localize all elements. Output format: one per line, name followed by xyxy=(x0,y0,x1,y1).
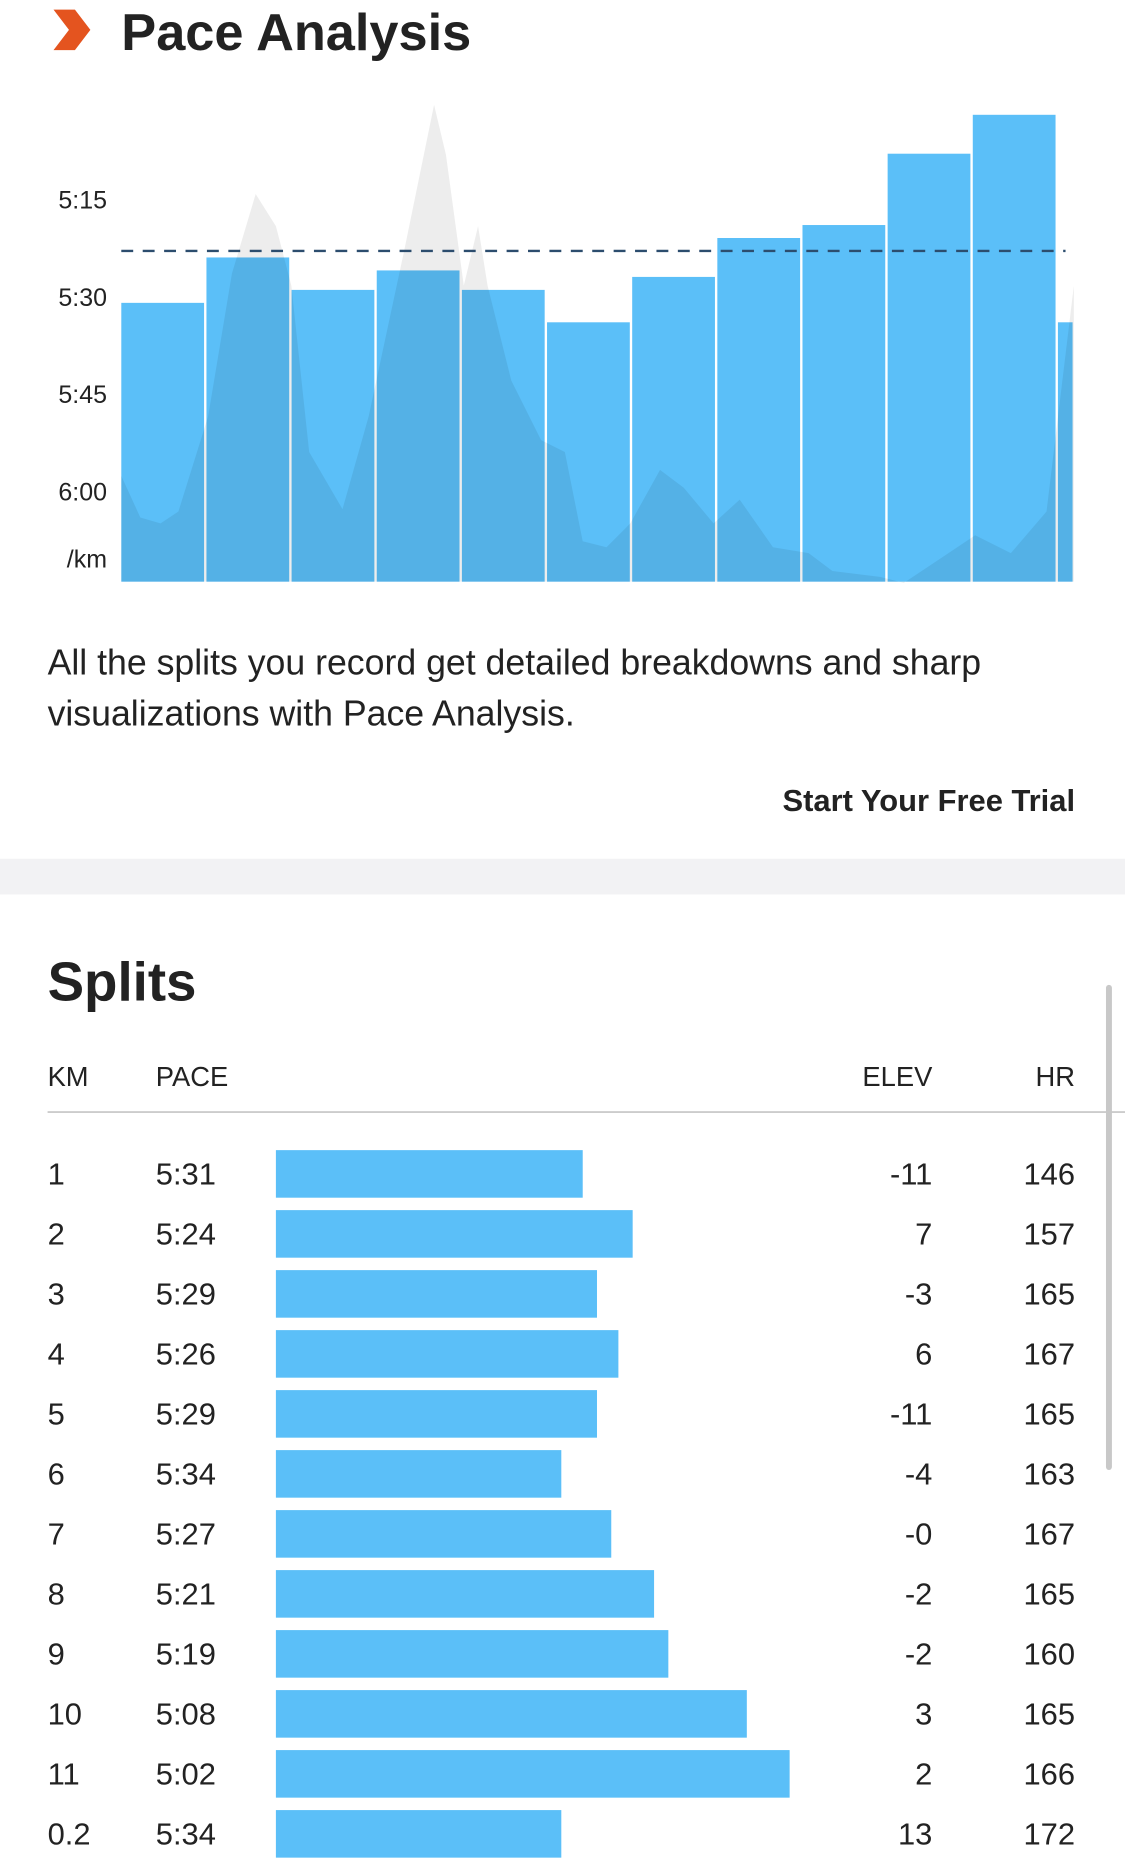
y-tick-label: 5:30 xyxy=(58,284,107,312)
column-header: ELEV xyxy=(862,1061,933,1092)
y-unit-label: /km xyxy=(67,545,107,573)
hr-cell: 165 xyxy=(1023,1397,1075,1432)
pace-bar xyxy=(275,1510,612,1558)
elev-cell: -11 xyxy=(890,1157,932,1192)
column-header: KM xyxy=(48,1061,89,1092)
pace-bar xyxy=(275,1150,583,1198)
elev-cell: 6 xyxy=(915,1337,932,1372)
pace-bar xyxy=(121,302,205,582)
hr-cell: 146 xyxy=(1023,1157,1075,1192)
splits-table: 1 5:31 -11 146 2 5:24 7 157 3 5:29 -3 165 4 5:26 6 167 5… xyxy=(48,1150,1075,1858)
km-cell: 5 xyxy=(48,1397,65,1432)
pace-cell: 5:02 xyxy=(156,1757,216,1792)
hr-cell: 157 xyxy=(1023,1217,1075,1252)
elev-cell: -2 xyxy=(905,1577,932,1612)
pace-cell: 5:24 xyxy=(156,1217,216,1252)
elevation-profile xyxy=(121,104,1074,583)
pace-cell: 5:29 xyxy=(156,1277,216,1312)
logo-chevron xyxy=(53,9,91,51)
pace-bar xyxy=(717,238,801,582)
pace-cell: 5:34 xyxy=(156,1457,216,1492)
hr-cell: 163 xyxy=(1023,1457,1075,1492)
pace-bar xyxy=(802,225,886,582)
hr-cell: 165 xyxy=(1023,1697,1075,1732)
pace-bar xyxy=(275,1210,633,1258)
y-tick-label: 6:00 xyxy=(58,478,107,506)
column-header: HR xyxy=(1036,1061,1075,1092)
km-cell: 3 xyxy=(48,1277,65,1312)
splits-title: Splits xyxy=(48,950,197,1012)
pace-bar xyxy=(275,1390,597,1438)
pace-bar xyxy=(887,153,971,582)
elev-cell: 13 xyxy=(898,1817,932,1852)
section-separator xyxy=(0,858,1125,895)
pace-bar xyxy=(275,1570,655,1618)
pace-bar xyxy=(291,289,375,582)
hr-cell: 165 xyxy=(1023,1577,1075,1612)
pace-bar xyxy=(547,322,630,582)
pace-bar xyxy=(461,289,545,582)
km-cell: 10 xyxy=(48,1697,82,1732)
pace-cell: 5:08 xyxy=(156,1697,216,1732)
pace-bar xyxy=(275,1810,562,1858)
hr-cell: 172 xyxy=(1023,1817,1075,1852)
km-cell: 8 xyxy=(48,1577,65,1612)
pace-bar xyxy=(275,1750,790,1798)
pace-chart: 5:15 5:30 5:45 6:00/km xyxy=(58,104,1074,583)
column-header: PACE xyxy=(156,1061,228,1092)
y-tick-label: 5:45 xyxy=(58,381,107,409)
pace-cell: 5:34 xyxy=(156,1817,216,1852)
pace-bar xyxy=(376,270,460,582)
elev-cell: 7 xyxy=(915,1217,932,1252)
pace-cell: 5:26 xyxy=(156,1337,216,1372)
elev-cell: -0 xyxy=(905,1517,932,1552)
hr-cell: 167 xyxy=(1023,1337,1075,1372)
hr-cell: 165 xyxy=(1023,1277,1075,1312)
pace-bar xyxy=(275,1450,562,1498)
y-tick-label: 5:15 xyxy=(58,187,107,215)
elev-cell: -4 xyxy=(905,1457,932,1492)
pace-cell: 5:31 xyxy=(156,1157,216,1192)
description-line: All the splits you record get detailed b… xyxy=(48,642,982,682)
km-cell: 9 xyxy=(48,1637,65,1672)
km-cell: 0.2 xyxy=(48,1817,91,1852)
km-cell: 1 xyxy=(48,1157,65,1192)
km-cell: 7 xyxy=(48,1517,65,1552)
elev-cell: -3 xyxy=(905,1277,932,1312)
pace-bar xyxy=(275,1270,597,1318)
km-cell: 2 xyxy=(48,1217,65,1252)
scrollbar xyxy=(1105,984,1112,1471)
pace-bar xyxy=(206,257,290,582)
hr-cell: 166 xyxy=(1023,1757,1075,1792)
pace-bar xyxy=(275,1630,669,1678)
pace-bar xyxy=(972,114,1056,582)
title: Pace Analysis xyxy=(121,4,471,62)
description-line: visualizations with Pace Analysis. xyxy=(48,694,575,734)
pace-cell: 5:19 xyxy=(156,1637,216,1672)
pace-cell: 5:29 xyxy=(156,1397,216,1432)
elev-cell: 2 xyxy=(915,1757,932,1792)
elev-cell: -2 xyxy=(905,1637,932,1672)
pace-bar xyxy=(275,1330,619,1378)
elev-cell: 3 xyxy=(915,1697,932,1732)
cta-button[interactable]: Start Your Free Trial xyxy=(782,783,1075,818)
km-cell: 11 xyxy=(48,1757,80,1792)
pace-cell: 5:27 xyxy=(156,1517,216,1552)
hr-cell: 160 xyxy=(1023,1637,1075,1672)
km-cell: 4 xyxy=(48,1337,65,1372)
elev-cell: -11 xyxy=(890,1397,932,1432)
pace-bar xyxy=(1057,322,1073,582)
hr-cell: 167 xyxy=(1023,1517,1075,1552)
pace-bar xyxy=(632,276,715,582)
km-cell: 6 xyxy=(48,1457,65,1492)
pace-cell: 5:21 xyxy=(156,1577,216,1612)
pace-bar xyxy=(275,1690,747,1738)
